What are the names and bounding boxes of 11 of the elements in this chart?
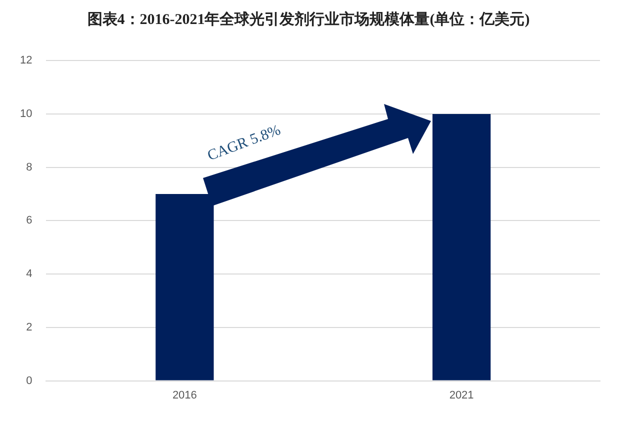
y-tick-label: 10: [20, 108, 32, 120]
y-tick-label: 8: [26, 161, 32, 174]
x-tick-label: 2016: [172, 389, 197, 402]
annotation: CAGR 5.8%: [205, 122, 283, 164]
y-tick-label: 4: [26, 268, 32, 280]
x-tick-label: 2021: [449, 389, 474, 402]
y-tick-label: 2: [26, 321, 32, 334]
chart-title: 图表4：2016-2021年全球光引发剂行业市场规模体量(单位：亿美元): [86, 10, 531, 29]
y-tick-label: 0: [26, 374, 32, 387]
y-tick-label: 6: [26, 214, 32, 227]
y-tick-label: 12: [20, 54, 32, 67]
